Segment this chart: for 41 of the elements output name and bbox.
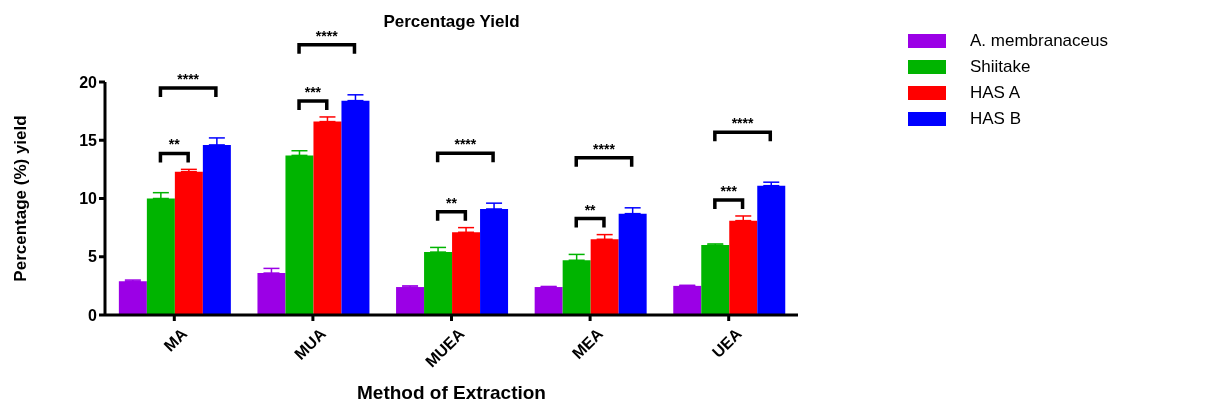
bar [285,155,314,315]
annotation: ** [446,194,458,211]
bar [701,245,730,315]
bar [590,239,619,315]
bar [562,260,591,315]
bar [313,121,342,315]
y-axis-title: Percentage (%) yield [11,115,31,282]
annotation: **** [177,70,200,87]
legend-label: A. membranaceus [970,31,1108,51]
bar [118,281,147,315]
y-tick-label: 5 [88,248,98,266]
annotation: ** [168,136,181,153]
bar [396,287,425,315]
x-axis-title: Method of Extraction [356,382,547,404]
annotation: *** [720,182,738,199]
text: **** [315,27,339,44]
y-tick-label: 20 [79,73,98,91]
bar [757,185,786,315]
legend-label: HAS A [970,83,1021,103]
annotation: ** [584,201,597,218]
bar [257,273,286,315]
legend-label: HAS B [970,109,1022,129]
x-tick-label: UEA [708,324,746,361]
bar [673,285,702,315]
annotation: **** [593,140,616,157]
bar [452,232,481,315]
y-tick-label: 0 [88,306,98,324]
annotation: **** [454,136,477,153]
bar [202,144,231,315]
bar [729,220,758,315]
bar [534,287,563,315]
annotation: **** [731,115,755,132]
bar [174,171,203,315]
bar [424,252,453,315]
x-tick-label: MA [160,324,191,355]
y-tick-label: 10 [79,190,98,208]
y-tick-label: 15 [79,131,98,149]
chart-title: Percentage Yield [383,12,520,31]
bar [480,208,509,315]
legend-label: Shiitake [970,57,1031,77]
annotation: *** [304,83,322,100]
